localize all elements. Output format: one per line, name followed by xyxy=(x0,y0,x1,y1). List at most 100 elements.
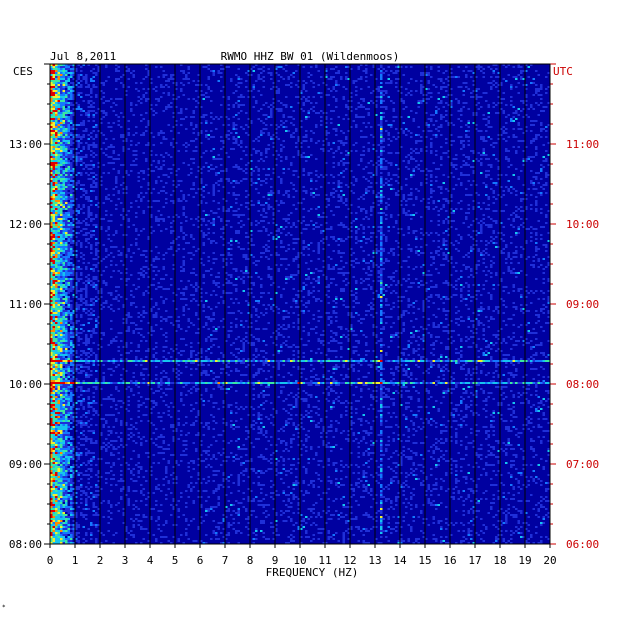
spectrogram-cell xyxy=(380,226,383,228)
spectrogram-cell xyxy=(205,66,208,68)
spectrogram-cell xyxy=(410,132,413,134)
spectrogram-cell xyxy=(262,86,265,88)
spectrogram-cell xyxy=(465,156,468,158)
spectrogram-cell xyxy=(487,198,490,200)
spectrogram-cell xyxy=(75,84,78,86)
spectrogram-cell xyxy=(407,198,410,200)
spectrogram-cell xyxy=(382,94,385,96)
spectrogram-cell xyxy=(72,136,75,138)
spectrogram-cell xyxy=(180,88,183,90)
spectrogram-cell xyxy=(467,156,470,158)
spectrogram-cell xyxy=(447,234,450,236)
spectrogram-cell xyxy=(545,266,548,268)
spectrogram-cell xyxy=(540,192,543,194)
spectrogram-cell xyxy=(515,78,518,80)
spectrogram-cell xyxy=(122,182,125,184)
spectrogram-cell xyxy=(67,130,70,132)
spectrogram-cell xyxy=(95,134,98,136)
spectrogram-cell xyxy=(102,116,105,118)
spectrogram-cell xyxy=(65,272,68,274)
spectrogram-cell xyxy=(330,268,333,270)
spectrogram-cell xyxy=(472,230,475,232)
spectrogram-cell xyxy=(315,280,318,282)
spectrogram-cell xyxy=(57,250,60,252)
spectrogram-cell xyxy=(380,74,383,76)
spectrogram-cell xyxy=(447,252,450,254)
spectrogram-cell xyxy=(60,202,63,204)
spectrogram-cell xyxy=(135,144,138,146)
spectrogram-cell xyxy=(380,186,383,188)
spectrogram-cell xyxy=(195,138,198,140)
spectrogram-cell xyxy=(120,224,123,226)
spectrogram-cell xyxy=(192,150,195,152)
spectrogram-cell xyxy=(87,208,90,210)
spectrogram-cell xyxy=(340,252,343,254)
spectrogram-cell xyxy=(227,98,230,100)
spectrogram-cell xyxy=(82,282,85,284)
spectrogram-cell xyxy=(57,220,60,222)
spectrogram-cell xyxy=(470,236,473,238)
spectrogram-cell xyxy=(397,132,400,134)
spectrogram-cell xyxy=(310,220,313,222)
spectrogram-cell xyxy=(427,118,430,120)
spectrogram-cell xyxy=(382,196,385,198)
spectrogram-cell xyxy=(345,238,348,240)
spectrogram-cell xyxy=(377,90,380,92)
spectrogram-cell xyxy=(380,180,383,182)
spectrogram-cell xyxy=(495,86,498,88)
spectrogram-cell xyxy=(80,272,83,274)
spectrogram-cell xyxy=(55,232,58,234)
spectrogram-cell xyxy=(147,142,150,144)
spectrogram-cell xyxy=(52,208,55,210)
spectrogram-cell xyxy=(232,138,235,140)
spectrogram-cell xyxy=(312,228,315,230)
spectrogram-cell xyxy=(547,278,550,280)
spectrogram-cell xyxy=(60,104,63,106)
spectrogram-cell xyxy=(225,168,228,170)
spectrogram-cell xyxy=(237,232,240,234)
spectrogram-cell xyxy=(50,132,53,134)
spectrogram-cell xyxy=(500,102,503,104)
spectrogram-cell xyxy=(65,116,68,118)
spectrogram-cell xyxy=(260,132,263,134)
spectrogram-cell xyxy=(255,182,258,184)
spectrogram-cell xyxy=(295,84,298,86)
spectrogram-cell xyxy=(57,64,60,66)
spectrogram-cell xyxy=(202,186,205,188)
spectrogram-cell xyxy=(405,66,408,68)
spectrogram-cell xyxy=(402,196,405,198)
spectrogram-cell xyxy=(60,172,63,174)
spectrogram-cell xyxy=(480,106,483,108)
spectrogram-cell xyxy=(547,142,550,144)
spectrogram-cell xyxy=(302,240,305,242)
spectrogram-cell xyxy=(52,134,55,136)
spectrogram-cell xyxy=(385,92,388,94)
spectrogram-cell xyxy=(55,248,58,250)
spectrogram-cell xyxy=(297,86,300,88)
spectrogram-cell xyxy=(225,264,228,266)
spectrogram-cell xyxy=(177,96,180,98)
spectrogram-cell xyxy=(60,110,63,112)
spectrogram-cell xyxy=(202,66,205,68)
spectrogram-cell xyxy=(460,236,463,238)
spectrogram-cell xyxy=(220,164,223,166)
spectrogram-cell xyxy=(495,198,498,200)
spectrogram-cell xyxy=(380,116,383,118)
spectrogram-cell xyxy=(400,98,403,100)
spectrogram-cell xyxy=(242,150,245,152)
spectrogram-cell xyxy=(67,208,70,210)
spectrogram-cell xyxy=(55,258,58,260)
spectrogram-cell xyxy=(52,252,55,254)
spectrogram-cell xyxy=(250,68,253,70)
spectrogram-cell xyxy=(322,144,325,146)
spectrogram-cell xyxy=(302,174,305,176)
spectrogram-cell xyxy=(87,216,90,218)
spectrogram-cell xyxy=(267,208,270,210)
spectrogram-cell xyxy=(505,244,508,246)
spectrogram-cell xyxy=(55,252,58,254)
spectrogram-cell xyxy=(210,164,213,166)
spectrogram-cell xyxy=(380,122,383,124)
spectrogram-cell xyxy=(445,248,448,250)
spectrogram-cell xyxy=(515,252,518,254)
spectrogram-cell xyxy=(82,136,85,138)
